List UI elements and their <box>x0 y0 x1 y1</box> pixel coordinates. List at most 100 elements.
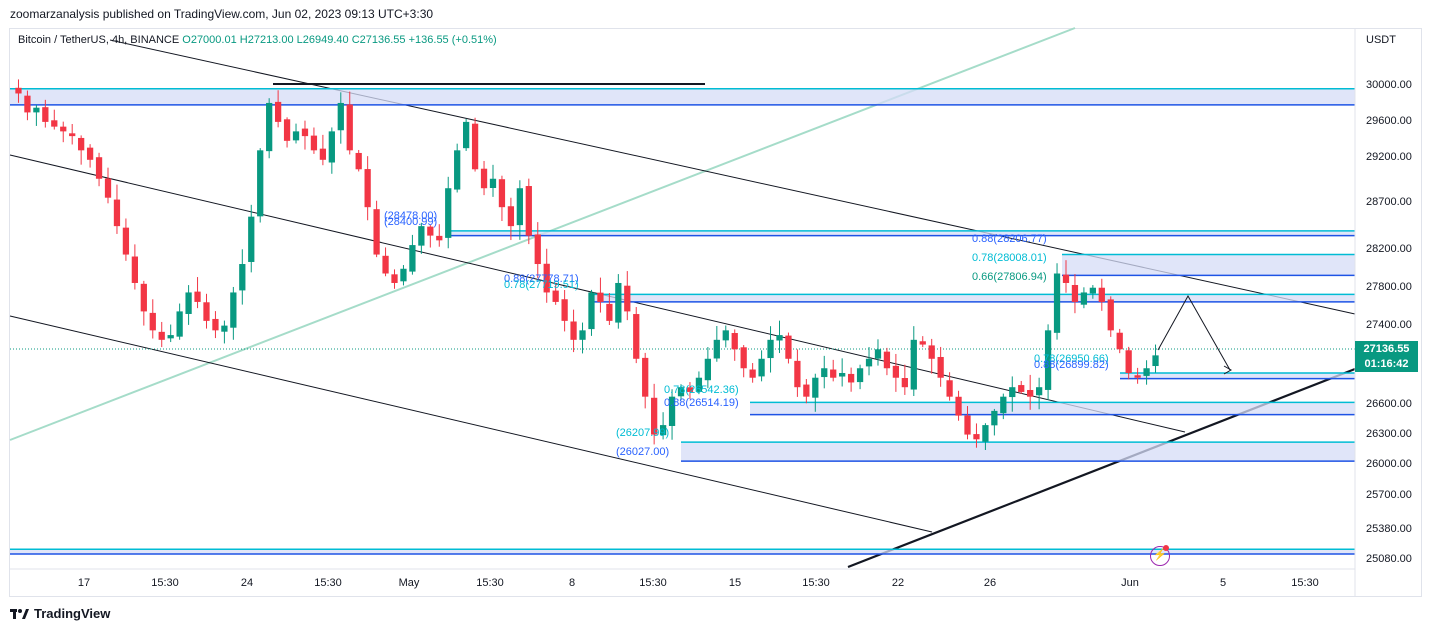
flash-alert-icon[interactable]: ⚡ <box>1150 546 1170 566</box>
candle-body <box>642 357 649 397</box>
candle-body <box>15 87 22 94</box>
candle-body <box>104 178 112 198</box>
chart-frame[interactable] <box>9 28 1422 597</box>
fib-level-label: 0.78(26542.36) <box>664 384 739 396</box>
zone-fill <box>10 549 1355 554</box>
time-tick-label: 15:30 <box>151 577 179 589</box>
candle-body <box>955 396 962 416</box>
symbol-legend[interactable]: Bitcoin / TetherUS, 4h, BINANCE O27000.0… <box>18 34 497 46</box>
candle-body <box>194 291 201 302</box>
candle-body <box>292 131 300 141</box>
candle-body <box>400 268 407 282</box>
zone-fill <box>1120 372 1355 379</box>
candle-body <box>856 368 864 383</box>
candle-body <box>830 369 837 378</box>
candle-body <box>328 131 335 163</box>
candle-body <box>69 133 76 137</box>
candle-body <box>427 226 434 236</box>
fib-level-label: (28400.99) <box>384 216 437 228</box>
candle-body <box>346 104 353 151</box>
legend-high: H27213.00 <box>239 34 294 46</box>
footer-brand[interactable]: TradingView <box>10 606 110 621</box>
candle-body <box>731 333 738 350</box>
candle-body <box>176 311 183 337</box>
candle-body <box>283 119 291 141</box>
candle-body <box>722 330 729 341</box>
candle-body <box>1089 287 1096 294</box>
candle-body <box>462 121 470 149</box>
candle-body <box>803 384 810 397</box>
time-axis: 17 15:30 24 15:30 May 15:30 8 15:30 15 15:30 22 26 J… <box>78 577 1319 589</box>
legend-low: L26949.40 <box>296 34 349 46</box>
candle-body <box>579 330 586 340</box>
price-axis: 25080.00 25380.00 25700.00 26000.00 26300.00… <box>1366 79 1412 565</box>
zone-fill <box>10 88 1355 105</box>
candle-body <box>534 234 541 265</box>
time-tick-label: 24 <box>241 577 253 589</box>
candle-body <box>633 314 640 359</box>
price-tick-label: 26000.00 <box>1366 458 1412 470</box>
fib-level-label: (28478.00) <box>384 210 437 222</box>
candle-body <box>418 226 425 246</box>
fib-level-label: 0.88(28206.77) <box>972 233 1047 245</box>
candle-body <box>839 372 846 377</box>
candle-body <box>212 318 219 331</box>
footer-brand-text: TradingView <box>34 606 111 621</box>
time-tick-label: 22 <box>892 577 904 589</box>
notification-dot <box>1163 545 1169 551</box>
candle-body <box>901 378 908 388</box>
zone-fill <box>448 230 1355 236</box>
candle-body <box>973 434 980 440</box>
candle-body <box>1125 350 1132 373</box>
candle-body <box>919 341 926 345</box>
legend-close: C27136.55 <box>351 34 406 46</box>
price-tick-label: 30000.00 <box>1366 79 1412 91</box>
candle-body <box>928 345 935 359</box>
candle-body <box>409 245 416 272</box>
time-tick-label: 15 <box>729 577 741 589</box>
candle-body <box>1098 287 1105 302</box>
candle-body <box>373 209 380 255</box>
candle-body <box>436 235 443 241</box>
candle-body <box>624 285 631 312</box>
candle-body <box>749 369 756 378</box>
candle-body <box>910 339 917 390</box>
fib-annotations: (28478.00)(28400.99)0.88(27778.71)0.78(2… <box>384 210 1109 458</box>
candle-body <box>847 373 855 383</box>
candle-body <box>310 135 318 151</box>
candle-body <box>668 396 676 426</box>
candle-body <box>391 274 398 283</box>
candle-body <box>892 365 900 378</box>
candle-body <box>543 263 550 293</box>
candle-body <box>337 102 344 131</box>
candle-body <box>651 397 658 435</box>
candle-body <box>767 339 774 359</box>
price-tick-label: 27800.00 <box>1366 281 1412 293</box>
legend-symbol: Bitcoin / TetherUS, 4h, BINANCE <box>18 34 180 46</box>
price-tick-label: 25080.00 <box>1366 553 1412 565</box>
last-price: 27136.55 <box>1363 343 1410 355</box>
candle-body <box>937 356 944 378</box>
fib-level-label: 0.78(27719.51) <box>504 279 579 291</box>
candle-body <box>113 199 121 227</box>
bar-countdown: 01:16:42 <box>1364 358 1409 370</box>
candle-body <box>740 347 747 369</box>
candle-body <box>454 150 461 190</box>
candle-body <box>95 157 103 179</box>
candle-body <box>51 120 58 127</box>
zone-fill <box>590 294 1355 302</box>
candle-body <box>1000 396 1007 414</box>
candle-body <box>982 425 989 442</box>
last-price-tag: 27136.55 01:16:42 <box>1355 341 1418 372</box>
currency-label[interactable]: USDT <box>1366 34 1396 46</box>
time-tick-label: May <box>399 577 420 589</box>
candle-body <box>588 292 595 330</box>
candle-body <box>355 152 362 170</box>
candle-body <box>158 331 165 340</box>
support-resistance-zones <box>10 87 1355 555</box>
candle-body <box>552 290 559 302</box>
candle-body <box>266 102 273 152</box>
candle-body <box>946 380 953 397</box>
price-tick-label: 28700.00 <box>1366 196 1412 208</box>
